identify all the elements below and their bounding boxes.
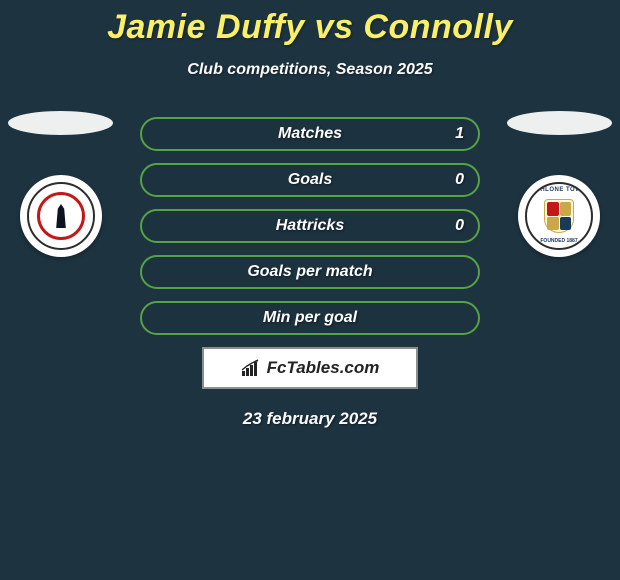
- stat-row: Hattricks 0: [140, 209, 480, 243]
- stat-row: Min per goal: [140, 301, 480, 335]
- comparison-title: Jamie Duffy vs Connolly: [0, 0, 620, 47]
- stat-row: Goals 0: [140, 163, 480, 197]
- brand-text: FcTables.com: [267, 358, 380, 378]
- left-player-oval: [8, 111, 113, 135]
- stat-value-right: 0: [455, 171, 464, 189]
- athlone-town-crest-icon: ATHLONE TOWN FOUNDED 1887: [525, 182, 593, 250]
- comparison-body: ATHLONE TOWN FOUNDED 1887 Matches 1 Goal…: [0, 117, 620, 429]
- stat-value-right: 1: [455, 125, 464, 143]
- stat-label: Hattricks: [142, 217, 478, 235]
- crest-bottom-text: FOUNDED 1887: [540, 238, 577, 244]
- stat-label: Goals: [142, 171, 478, 189]
- stat-row: Matches 1: [140, 117, 480, 151]
- bar-chart-icon: [241, 359, 263, 377]
- stat-row: Goals per match: [140, 255, 480, 289]
- comparison-date: 23 february 2025: [0, 409, 620, 429]
- left-team-badge: [20, 175, 102, 257]
- stat-value-right: 0: [455, 217, 464, 235]
- crest-shield-icon: [544, 199, 574, 233]
- stat-label: Min per goal: [142, 309, 478, 327]
- stat-label: Matches: [142, 125, 478, 143]
- comparison-subtitle: Club competitions, Season 2025: [0, 61, 620, 79]
- longford-town-crest-icon: [27, 182, 95, 250]
- crest-top-text: ATHLONE TOWN: [532, 187, 586, 193]
- right-player-oval: [507, 111, 612, 135]
- stat-label: Goals per match: [142, 263, 478, 281]
- stats-list: Matches 1 Goals 0 Hattricks 0 Goals per …: [140, 117, 480, 335]
- right-team-badge: ATHLONE TOWN FOUNDED 1887: [518, 175, 600, 257]
- brand-box[interactable]: FcTables.com: [202, 347, 418, 389]
